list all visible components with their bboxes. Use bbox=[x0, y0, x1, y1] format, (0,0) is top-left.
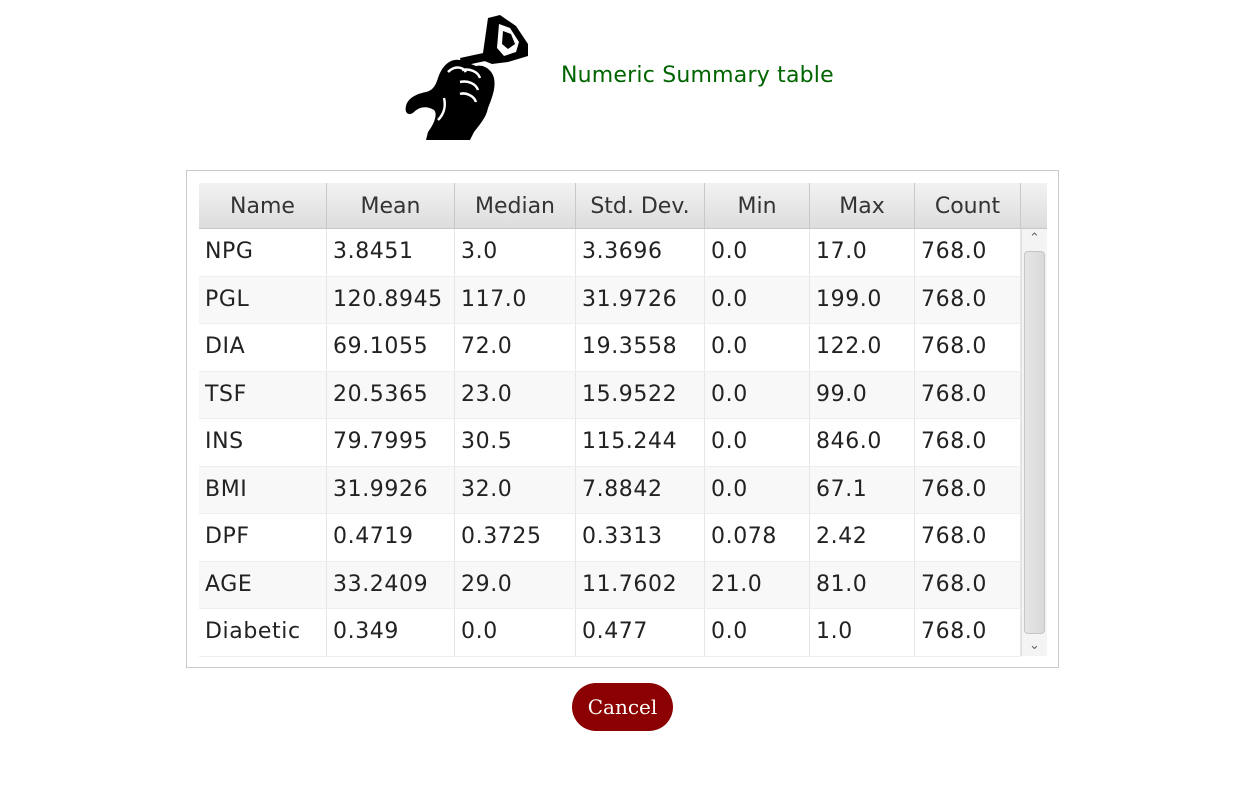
summary-table[interactable]: Name Mean Median Std. Dev. Min Max Count… bbox=[199, 183, 1047, 657]
cell-mean: 20.5365 bbox=[327, 371, 455, 418]
column-header-count[interactable]: Count bbox=[915, 183, 1021, 229]
cell-mean: 3.8451 bbox=[327, 229, 455, 276]
column-header-name[interactable]: Name bbox=[199, 183, 327, 229]
table-row[interactable]: Diabetic 0.349 0.0 0.477 0.0 1.0 768.0 bbox=[199, 609, 1021, 657]
cell-name: AGE bbox=[199, 561, 327, 608]
cell-name: TSF bbox=[199, 371, 327, 418]
cell-median: 3.0 bbox=[455, 229, 576, 276]
cell-name: Diabetic bbox=[199, 609, 327, 656]
cell-count: 768.0 bbox=[915, 419, 1021, 466]
column-header-min[interactable]: Min bbox=[705, 183, 810, 229]
cell-max: 199.0 bbox=[810, 276, 915, 323]
cell-max: 846.0 bbox=[810, 419, 915, 466]
column-header-max[interactable]: Max bbox=[810, 183, 915, 229]
cell-count: 768.0 bbox=[915, 229, 1021, 276]
cell-median: 23.0 bbox=[455, 371, 576, 418]
cell-mean: 0.4719 bbox=[327, 514, 455, 561]
cell-max: 17.0 bbox=[810, 229, 915, 276]
table-row[interactable]: TSF 20.5365 23.0 15.9522 0.0 99.0 768.0 bbox=[199, 371, 1021, 419]
table-header: Name Mean Median Std. Dev. Min Max Count bbox=[199, 183, 1047, 229]
table-row[interactable]: DIA 69.1055 72.0 19.3558 0.0 122.0 768.0 bbox=[199, 324, 1021, 372]
cell-mean: 31.9926 bbox=[327, 466, 455, 513]
cell-min: 0.078 bbox=[705, 514, 810, 561]
cell-name: PGL bbox=[199, 276, 327, 323]
cell-std-dev: 11.7602 bbox=[576, 561, 705, 608]
cell-min: 21.0 bbox=[705, 561, 810, 608]
cell-median: 72.0 bbox=[455, 324, 576, 371]
cell-mean: 120.8945 bbox=[327, 276, 455, 323]
cell-std-dev: 15.9522 bbox=[576, 371, 705, 418]
cell-min: 0.0 bbox=[705, 466, 810, 513]
cell-min: 0.0 bbox=[705, 371, 810, 418]
table-row[interactable]: PGL 120.8945 117.0 31.9726 0.0 199.0 768.0 bbox=[199, 276, 1021, 324]
vertical-scrollbar[interactable]: ⌃ ⌄ bbox=[1021, 229, 1047, 656]
cell-median: 32.0 bbox=[455, 466, 576, 513]
cell-median: 0.3725 bbox=[455, 514, 576, 561]
cell-mean: 0.349 bbox=[327, 609, 455, 656]
cell-max: 2.42 bbox=[810, 514, 915, 561]
cell-max: 81.0 bbox=[810, 561, 915, 608]
cell-max: 99.0 bbox=[810, 371, 915, 418]
table-row[interactable]: BMI 31.9926 32.0 7.8842 0.0 67.1 768.0 bbox=[199, 466, 1021, 514]
cell-std-dev: 3.3696 bbox=[576, 229, 705, 276]
cell-min: 0.0 bbox=[705, 276, 810, 323]
cell-std-dev: 0.477 bbox=[576, 609, 705, 656]
cell-median: 29.0 bbox=[455, 561, 576, 608]
cell-count: 768.0 bbox=[915, 466, 1021, 513]
table-row[interactable]: AGE 33.2409 29.0 11.7602 21.0 81.0 768.0 bbox=[199, 561, 1021, 609]
cell-count: 768.0 bbox=[915, 276, 1021, 323]
cell-name: INS bbox=[199, 419, 327, 466]
header-corner bbox=[1021, 183, 1047, 229]
table-row[interactable]: DPF 0.4719 0.3725 0.3313 0.078 2.42 768.0 bbox=[199, 514, 1021, 562]
cell-std-dev: 7.8842 bbox=[576, 466, 705, 513]
chevron-up-icon[interactable]: ⌃ bbox=[1029, 231, 1040, 246]
column-header-median[interactable]: Median bbox=[455, 183, 576, 229]
column-header-mean[interactable]: Mean bbox=[327, 183, 455, 229]
cell-median: 117.0 bbox=[455, 276, 576, 323]
cell-std-dev: 19.3558 bbox=[576, 324, 705, 371]
table-body: NPG 3.8451 3.0 3.3696 0.0 17.0 768.0 PGL 120.894… bbox=[199, 229, 1021, 657]
cell-mean: 79.7995 bbox=[327, 419, 455, 466]
table-row[interactable]: INS 79.7995 30.5 115.244 0.0 846.0 768.0 bbox=[199, 419, 1021, 467]
cell-name: BMI bbox=[199, 466, 327, 513]
cell-name: DIA bbox=[199, 324, 327, 371]
cell-median: 30.5 bbox=[455, 419, 576, 466]
cell-std-dev: 31.9726 bbox=[576, 276, 705, 323]
cell-name: DPF bbox=[199, 514, 327, 561]
cell-count: 768.0 bbox=[915, 324, 1021, 371]
cell-min: 0.0 bbox=[705, 324, 810, 371]
cell-std-dev: 115.244 bbox=[576, 419, 705, 466]
cell-name: NPG bbox=[199, 229, 327, 276]
cell-max: 1.0 bbox=[810, 609, 915, 656]
scrollbar-thumb[interactable] bbox=[1024, 251, 1045, 634]
cell-count: 768.0 bbox=[915, 371, 1021, 418]
cell-min: 0.0 bbox=[705, 609, 810, 656]
cell-max: 67.1 bbox=[810, 466, 915, 513]
table-row[interactable]: NPG 3.8451 3.0 3.3696 0.0 17.0 768.0 bbox=[199, 229, 1021, 277]
cell-count: 768.0 bbox=[915, 514, 1021, 561]
cell-min: 0.0 bbox=[705, 419, 810, 466]
chevron-down-icon[interactable]: ⌄ bbox=[1029, 638, 1040, 653]
cell-min: 0.0 bbox=[705, 229, 810, 276]
cell-max: 122.0 bbox=[810, 324, 915, 371]
cancel-button[interactable]: Cancel bbox=[572, 683, 673, 731]
page-title: Numeric Summary table bbox=[561, 63, 834, 88]
cell-std-dev: 0.3313 bbox=[576, 514, 705, 561]
column-header-std-dev[interactable]: Std. Dev. bbox=[576, 183, 705, 229]
cell-count: 768.0 bbox=[915, 609, 1021, 656]
cell-count: 768.0 bbox=[915, 561, 1021, 608]
cell-median: 0.0 bbox=[455, 609, 576, 656]
cell-mean: 33.2409 bbox=[327, 561, 455, 608]
hand-holding-glucose-meter-icon bbox=[405, 15, 528, 140]
cell-mean: 69.1055 bbox=[327, 324, 455, 371]
